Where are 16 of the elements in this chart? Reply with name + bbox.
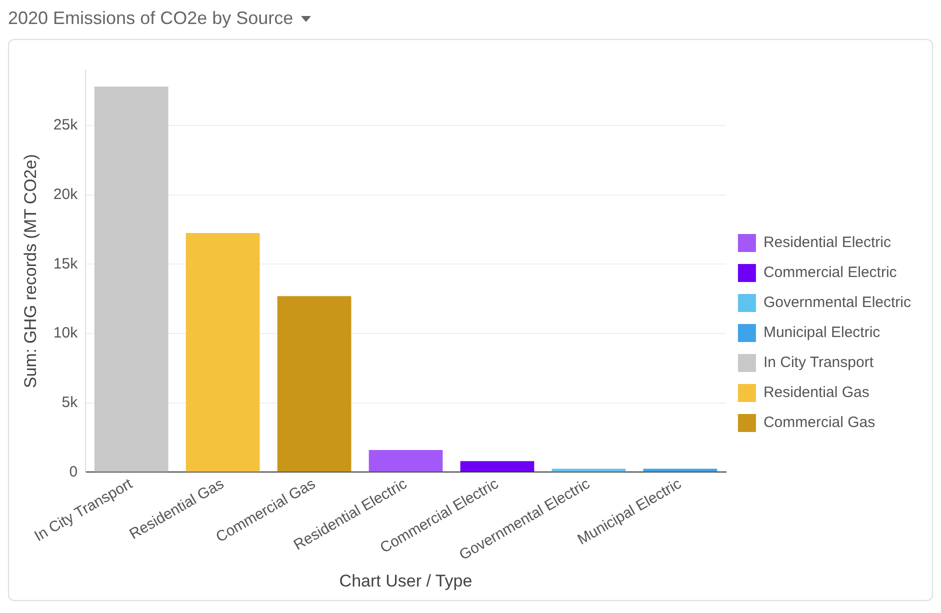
legend-label: Municipal Electric [763,324,881,342]
y-tick-label: 10k [53,324,78,342]
y-tick-label: 25k [53,116,78,134]
legend-label: Residential Gas [763,384,870,402]
y-tick-label: 15k [53,255,78,272]
y-tick-label: 0 [69,463,78,480]
legend-label: Residential Electric [763,234,892,252]
y-axis-title: Sum: GHG records (MT CO2e) [20,154,40,388]
chart-title: 2020 Emissions of CO2e by Source [8,8,294,29]
y-tick-label: 5k [62,394,78,412]
legend-label: In City Transport [763,354,874,372]
x-axis-title: Chart User / Type [339,571,472,590]
legend-label: Commercial Electric [763,264,898,282]
legend-label: Governmental Electric [763,294,912,312]
y-tick-label: 20k [53,186,78,203]
legend-label: Commercial Gas [763,414,876,432]
